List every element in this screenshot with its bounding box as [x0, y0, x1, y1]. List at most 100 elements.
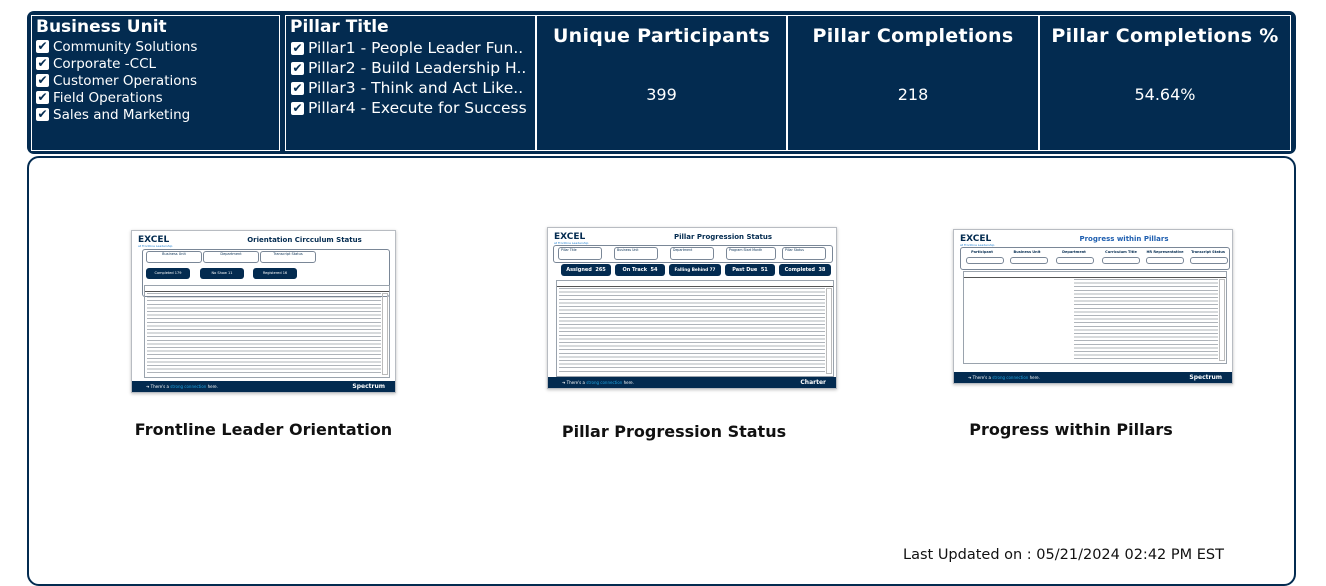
stat-value: 179: [174, 271, 182, 275]
kpi-title: Unique Participants: [552, 25, 771, 47]
checkbox-checked-icon[interactable]: ✔: [36, 56, 49, 70]
slicer-item-community-solutions[interactable]: ✔ Community Solutions: [32, 38, 279, 55]
table-scrollbar: [382, 293, 388, 375]
stat-value: 16: [282, 271, 288, 275]
table-scrollbar: [1219, 279, 1225, 361]
filter-business-unit: Business Unit: [1013, 250, 1041, 254]
kpi-value: 399: [646, 85, 677, 104]
stat-assigned: Assigned 265: [561, 264, 611, 276]
excel-logo-subtitle: at Frontline Leadership: [554, 241, 589, 245]
thumbnail-footer: ➔ There's a strong connection here. Spec…: [132, 381, 395, 392]
kpi-card-unique-participants: Unique Participants 399: [536, 15, 787, 151]
business-unit-slicer: Business Unit ✔ Community Solutions ✔ Corp…: [31, 15, 280, 151]
slicer-item-pillar1[interactable]: ✔ Pillar1 - People Leader Fun..: [286, 38, 535, 58]
card-label-pillar-progression-status[interactable]: Pillar Progression Status: [561, 422, 787, 441]
excel-logo: EXCEL: [554, 232, 586, 242]
kpi-value: 218: [897, 85, 929, 104]
filter-kpi-banner: Business Unit ✔ Community Solutions ✔ Corp…: [27, 11, 1296, 154]
footer-tagline: ➔ There's a strong connection here.: [968, 375, 1040, 380]
thumbnail-title: Progress within Pillars: [1079, 235, 1169, 243]
card-label-frontline-leader-orientation[interactable]: Frontline Leader Orientation: [134, 420, 393, 439]
stat-label: Completed: [154, 271, 174, 275]
stat-value: 11: [227, 271, 233, 275]
table-header: [557, 281, 833, 287]
card-label-progress-within-pillars[interactable]: Progress within Pillars: [969, 420, 1173, 439]
table-rows: [147, 293, 381, 375]
kpi-title: Pillar Completions %: [1051, 25, 1279, 47]
slicer-item-label: Community Solutions: [53, 38, 198, 55]
kpi-card-pillar-completions-percent: Pillar Completions % 54.64%: [1039, 15, 1291, 151]
kpi-value: 54.64%: [1134, 85, 1196, 104]
stat-registered: Registered 16: [253, 268, 297, 279]
filter-pillar-status: Pillar Status: [782, 247, 826, 260]
checkbox-checked-icon[interactable]: ✔: [291, 40, 304, 55]
slicer-item-label: Pillar4 - Execute for Success: [308, 99, 527, 117]
footer-tagline: ➔ There's a strong connection here.: [562, 380, 634, 385]
thumbnail-footer: ➔ There's a strong connection here. Char…: [548, 377, 836, 388]
kpi-title: Pillar Completions: [812, 25, 1014, 47]
charter-logo: Charter: [800, 379, 826, 386]
filter-curriculum-title: Curriculum Title: [1105, 250, 1137, 254]
thumbnail-footer: ➔ There's a strong connection here. Spec…: [954, 372, 1232, 383]
slicer-item-label: Field Operations: [53, 89, 163, 106]
filter-participant: Participant: [971, 250, 993, 254]
excel-logo: EXCEL: [960, 234, 992, 244]
stat-label: Registered: [262, 271, 282, 275]
business-unit-slicer-title: Business Unit: [36, 17, 167, 37]
progress-within-pillars-thumbnail[interactable]: EXCEL at Frontline Leadership Progress w…: [953, 229, 1233, 384]
filter-department: Department: [1062, 250, 1086, 254]
stat-past-due: Past Due 51: [725, 264, 775, 276]
stat-label: No Show: [211, 271, 227, 275]
pillar-title-slicer-title: Pillar Title: [290, 17, 389, 37]
table-rows: [559, 288, 825, 374]
excel-logo: EXCEL: [138, 235, 170, 245]
slicer-item-field-operations[interactable]: ✔ Field Operations: [32, 89, 279, 106]
spectrum-logo: Spectrum: [1189, 374, 1222, 381]
slicer-item-label: Pillar2 - Build Leadership H..: [308, 59, 527, 77]
slicer-item-label: Sales and Marketing: [53, 106, 191, 123]
excel-logo-subtitle: at Frontline Leadership: [138, 244, 173, 248]
stat-completed: Completed 179: [146, 268, 190, 279]
checkbox-checked-icon[interactable]: ✔: [291, 60, 304, 75]
last-updated-timestamp: Last Updated on : 05/21/2024 02:42 PM ES…: [903, 547, 1224, 563]
filter-business-unit: Business Unit: [614, 247, 658, 260]
pillar-progress-table: [963, 271, 1227, 364]
filter-business-unit: Business Unit: [146, 251, 202, 263]
slicer-item-label: Pillar1 - People Leader Fun..: [308, 39, 524, 57]
checkbox-checked-icon[interactable]: ✔: [291, 80, 304, 95]
filter-hr-representative: HR Representative: [1146, 250, 1184, 254]
slicer-item-pillar4[interactable]: ✔ Pillar4 - Execute for Success: [286, 98, 535, 118]
footer-tagline: ➔ There's a strong connection here.: [146, 384, 218, 389]
slicer-item-sales-and-marketing[interactable]: ✔ Sales and Marketing: [32, 106, 279, 123]
participant-table: [144, 285, 390, 378]
slicer-item-pillar2[interactable]: ✔ Pillar2 - Build Leadership H..: [286, 58, 535, 78]
checkbox-checked-icon[interactable]: ✔: [291, 100, 304, 115]
slicer-item-label: Customer Operations: [53, 72, 198, 89]
thumbnail-title: Pillar Progression Status: [673, 233, 773, 241]
kpi-card-pillar-completions: Pillar Completions 218: [787, 15, 1039, 151]
slicer-item-corporate-ccl[interactable]: ✔ Corporate -CCL: [32, 55, 279, 72]
checkbox-checked-icon[interactable]: ✔: [36, 39, 49, 53]
filter-pillar-title: Pillar Title: [558, 247, 602, 260]
excel-logo-subtitle: at Frontline Leadership: [960, 243, 995, 247]
filter-department: Department: [203, 251, 259, 263]
filter-department: Department: [670, 247, 714, 260]
slicer-item-customer-operations[interactable]: ✔ Customer Operations: [32, 72, 279, 89]
stat-no-show: No Show 11: [200, 268, 244, 279]
table-rows: [1074, 279, 1218, 361]
filter-input: [1190, 257, 1228, 264]
checkbox-checked-icon[interactable]: ✔: [36, 107, 49, 121]
slicer-item-pillar3[interactable]: ✔ Pillar3 - Think and Act Like..: [286, 78, 535, 98]
pillar-progression-status-thumbnail[interactable]: EXCEL at Frontline Leadership Pillar Pro…: [547, 227, 837, 389]
table-scrollbar: [826, 288, 832, 374]
filter-transcript-status: Transcript Status: [260, 251, 316, 263]
slicer-item-label: Pillar3 - Think and Act Like..: [308, 79, 524, 97]
filter-input: [966, 257, 1004, 264]
checkbox-checked-icon[interactable]: ✔: [36, 90, 49, 104]
filter-input: [1010, 257, 1048, 264]
table-header: [964, 272, 1226, 278]
frontline-leader-orientation-thumbnail[interactable]: EXCEL at Frontline Leadership Orientatio…: [131, 230, 396, 393]
checkbox-checked-icon[interactable]: ✔: [36, 73, 49, 87]
filter-input: [1056, 257, 1094, 264]
stat-completed: Completed 38: [779, 264, 831, 276]
